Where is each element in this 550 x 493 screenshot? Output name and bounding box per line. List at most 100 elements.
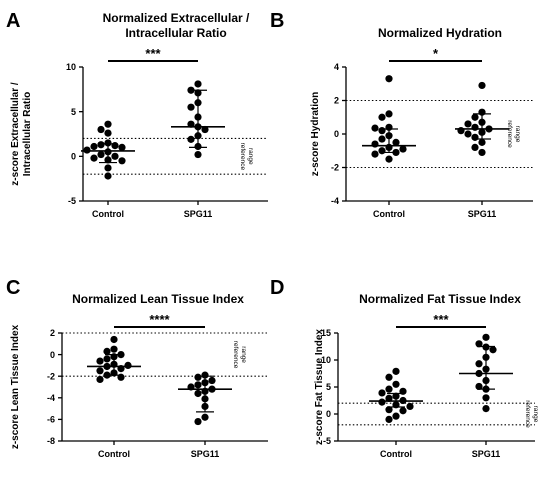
data-point [103,355,111,363]
panel-d: D Normalized Fat Tissue Index z-score Fat … [270,277,539,459]
data-point [378,127,386,135]
data-point [104,156,112,164]
data-point [194,89,202,97]
data-point [489,346,497,354]
data-point [464,130,472,138]
data-point [90,154,98,162]
data-point [208,376,216,385]
data-point [475,382,483,391]
data-point [482,405,490,413]
data-point [111,142,119,150]
reference-range-label: reference [524,400,531,428]
data-point [478,148,486,157]
chart-title: Normalized Lean Tissue Index [72,292,244,306]
data-point [399,407,407,415]
y-tick-label: 0 [334,129,339,139]
data-point [392,367,400,375]
y-tick-label: -5 [323,436,331,446]
data-point [104,164,112,172]
data-point [194,80,202,88]
panel-letter: A [6,10,20,32]
data-point [392,138,400,146]
data-point [194,132,202,140]
data-point [385,132,393,140]
data-point [104,172,112,180]
panel-letter: C [6,277,20,299]
data-point [406,402,414,411]
panel-letter: D [270,277,284,299]
y-tick-label: 4 [334,62,339,72]
series-control [362,75,416,163]
data-point [482,343,490,351]
data-point [90,142,98,151]
chart-title: Normalized Hydration [378,26,502,40]
data-point [97,125,105,134]
reference-range-label: range [247,148,254,165]
significance-label: *** [145,46,161,61]
data-point [96,357,104,365]
y-tick-label: -4 [331,196,339,206]
data-point [371,124,379,132]
panel-a: A Normalized Extracellular /Intracellular… [6,10,268,219]
reference-range-label: reference [232,341,239,369]
data-point [187,120,195,128]
data-point [475,360,483,368]
data-point [385,415,393,423]
chart-title: Normalized Fat Tissue Index [359,292,521,306]
data-point [482,394,490,402]
y-tick-label: -2 [331,163,339,173]
data-point [97,150,105,159]
data-point [385,123,393,131]
data-point [457,127,465,135]
data-point [385,394,393,402]
y-axis-label: z-score Hydration [310,92,321,176]
reference-range-label: reference [239,143,246,171]
y-tick-label: 2 [50,328,55,338]
data-point [201,379,209,387]
data-point [378,113,386,121]
y-tick-label: -4 [47,393,55,403]
series-control [81,120,135,180]
data-point [124,361,132,369]
data-point [385,155,393,163]
data-point [201,371,209,379]
data-point [194,150,202,159]
data-point [392,401,400,409]
data-point [392,392,400,400]
data-point [392,148,400,157]
y-tick-label: -2 [47,371,55,381]
data-point [118,143,126,151]
y-tick-label: 0 [50,350,55,360]
series-spg11 [171,80,225,159]
data-point [104,120,112,128]
data-point [475,340,483,348]
series-spg11 [178,371,232,426]
x-tick-label: SPG11 [184,209,213,219]
data-point [201,402,209,411]
data-point [104,148,112,156]
chart-title: Normalized Extracellular / [103,11,250,25]
data-point [117,373,125,381]
y-tick-label: 2 [334,96,339,106]
data-point [478,118,486,126]
y-axis-label: z-score Lean Tissue Index [10,324,21,449]
x-tick-label: Control [373,209,405,219]
y-axis-label: z-score Extracellular / [10,82,21,186]
x-tick-label: Control [98,449,130,459]
data-point [110,335,118,344]
data-point [392,412,400,420]
data-point [482,353,490,361]
y-axis-label: z-score Fat Tissue Index [314,329,325,445]
significance-label: **** [149,312,170,327]
data-point [96,367,104,375]
significance-label: * [433,46,439,61]
data-point [471,143,479,151]
series-control [369,367,423,423]
data-point [104,139,112,147]
data-point [96,375,104,384]
series-spg11 [455,81,509,157]
data-point [378,389,386,397]
panel-b: B Normalized Hydration z-score Hydration re… [270,10,533,219]
data-point [399,145,407,153]
